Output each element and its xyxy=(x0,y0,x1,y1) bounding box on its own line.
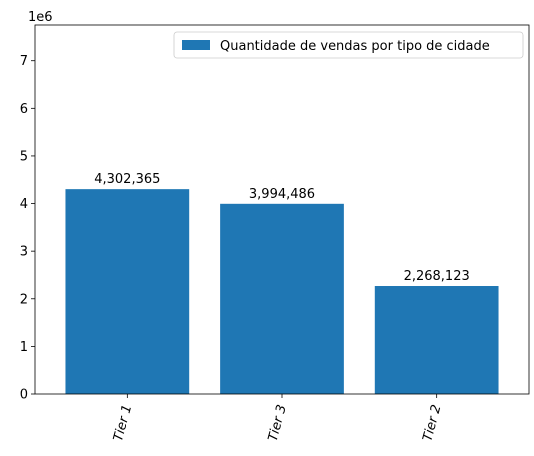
bar-value-label: 4,302,365 xyxy=(94,172,160,187)
bars xyxy=(65,189,499,394)
y-tick-label: 2 xyxy=(20,292,28,307)
bar-value-label: 2,268,123 xyxy=(404,269,470,284)
y-tick-label: 7 xyxy=(20,54,28,69)
y-tick-label: 3 xyxy=(20,245,28,260)
bar xyxy=(220,203,344,394)
bar-value-label: 3,994,486 xyxy=(249,187,315,202)
legend: Quantidade de vendas por tipo de cidade xyxy=(173,31,524,59)
x-tick-label: Tier 1 xyxy=(111,403,135,443)
bar-value-labels: 4,302,365 3,994,486 2,268,123 xyxy=(94,172,470,284)
bar xyxy=(65,189,190,394)
y-tick-label: 1 xyxy=(20,340,28,355)
bar xyxy=(374,286,499,394)
y-axis: 0 1 2 3 4 5 6 7 xyxy=(20,54,35,403)
legend-label: Quantidade de vendas por tipo de cidade xyxy=(220,39,490,54)
y-axis-offset-label: 1e6 xyxy=(28,10,53,25)
y-tick-label: 0 xyxy=(20,388,28,403)
x-axis: Tier 1 Tier 3 Tier 2 xyxy=(111,394,445,443)
legend-swatch xyxy=(182,40,210,50)
y-tick-label: 4 xyxy=(20,197,28,212)
y-tick-label: 5 xyxy=(20,149,28,164)
x-tick-label: Tier 2 xyxy=(420,403,444,443)
x-tick-label: Tier 3 xyxy=(266,403,290,443)
y-tick-label: 6 xyxy=(20,102,28,117)
legend-box xyxy=(173,31,524,59)
plot-frame xyxy=(34,24,530,395)
